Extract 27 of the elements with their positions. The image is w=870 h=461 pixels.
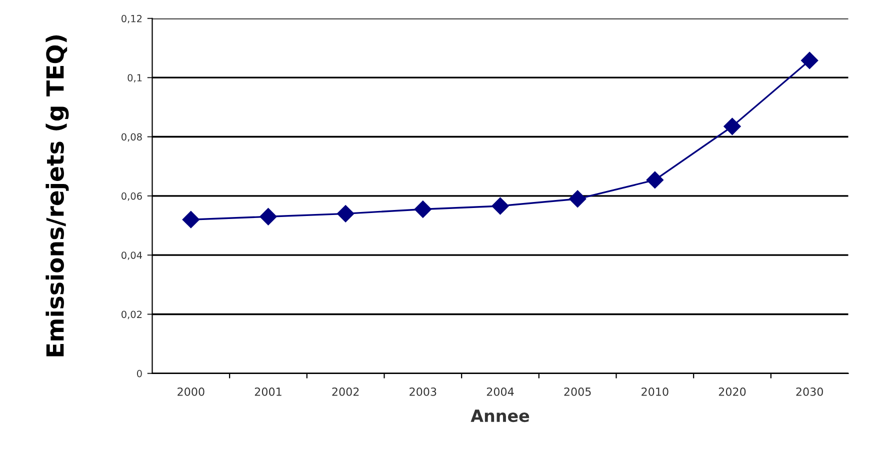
y-tick-label: 0,04 <box>122 252 142 260</box>
x-tick-label: 2020 <box>718 387 746 396</box>
y-tick-label: 0,12 <box>122 14 142 24</box>
point <box>801 52 818 69</box>
x-tick-label: 2003 <box>410 387 436 396</box>
y-tick-label: 0,1 <box>128 74 142 82</box>
point <box>569 190 586 208</box>
x-tick-label: 2010 <box>642 387 668 396</box>
y-tick-label: 0,08 <box>122 133 142 142</box>
point <box>724 118 741 135</box>
x-tick-label: 2005 <box>564 387 591 396</box>
point <box>182 211 200 228</box>
x-tick-label: 2030 <box>796 387 823 396</box>
point <box>646 171 664 189</box>
point <box>492 197 509 215</box>
y-tick-label: 0,06 <box>122 192 142 201</box>
y-axis-title: Emissions/rejets (g TEQ) <box>46 35 69 356</box>
point <box>414 200 432 218</box>
x-axis-title: Annee <box>470 410 530 422</box>
x-tick-label: 2002 <box>332 387 359 396</box>
y-tick-label: 0,02 <box>122 310 142 320</box>
x-tick-label: 2004 <box>486 387 514 396</box>
x-tick-label: 2001 <box>254 387 282 396</box>
y-tick-label: 0 <box>136 370 142 378</box>
x-tick-label: 2000 <box>178 387 204 396</box>
point <box>260 208 277 226</box>
point <box>337 205 354 222</box>
